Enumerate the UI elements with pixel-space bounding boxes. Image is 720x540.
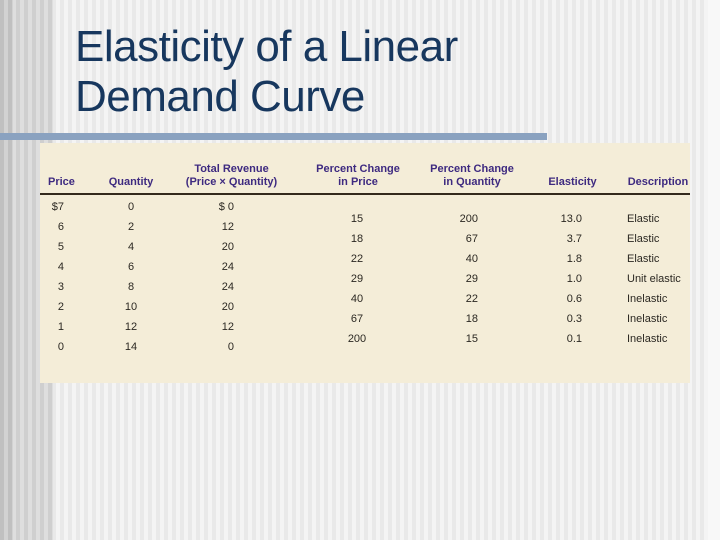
- cell-revenue: $ 0: [218, 201, 234, 213]
- col-header-price: Price: [48, 176, 75, 188]
- cell-price: 2: [57, 301, 64, 313]
- cell-quantity: 8: [127, 281, 135, 293]
- col-header-pct-change-quantity: Percent Change in Quantity: [430, 163, 514, 188]
- cell-pct-quantity: 18: [465, 313, 478, 325]
- cell-elasticity: 1.8: [566, 253, 582, 265]
- cell-description: Elastic: [627, 213, 660, 225]
- col-header-description: Description: [627, 176, 689, 188]
- cell-quantity: 6: [127, 261, 135, 273]
- cell-pct-price: 200: [347, 333, 367, 345]
- table-body: $7 0 $ 0 6 2 12 5 4 20 4 6 24 3 8 24 2 1…: [40, 195, 690, 381]
- cell-pct-quantity: 22: [465, 293, 478, 305]
- col-header-total-revenue: Total Revenue (Price × Quantity): [185, 163, 278, 188]
- cell-pct-price: 22: [350, 253, 364, 265]
- cell-pct-quantity: 40: [465, 253, 478, 265]
- cell-pct-price: 67: [350, 313, 364, 325]
- cell-description: Inelastic: [627, 313, 668, 325]
- table-main-grid: $7 0 $ 0 6 2 12 5 4 20 4 6 24 3 8 24 2 1…: [40, 197, 270, 357]
- table-interval-grid: 15 200 13.0 Elastic 18 67 3.7 Elastic 22…: [270, 209, 690, 349]
- cell-price: 0: [57, 341, 64, 353]
- cell-description: Elastic: [627, 233, 660, 245]
- cell-pct-price: 18: [350, 233, 364, 245]
- cell-price: $7: [51, 201, 64, 213]
- elasticity-table: Price Quantity Total Revenue (Price × Qua…: [40, 143, 690, 383]
- cell-pct-price: 29: [350, 273, 364, 285]
- cell-pct-quantity: 15: [465, 333, 478, 345]
- cell-price: 3: [57, 281, 64, 293]
- cell-elasticity: 0.6: [566, 293, 582, 305]
- cell-pct-quantity: 200: [459, 213, 478, 225]
- col-header-elasticity: Elasticity: [548, 176, 597, 188]
- cell-description: Inelastic: [627, 293, 668, 305]
- cell-quantity: 12: [124, 321, 138, 333]
- cell-quantity: 2: [127, 221, 135, 233]
- cell-pct-quantity: 67: [465, 233, 478, 245]
- title-line-1: Elasticity of a Linear: [75, 22, 458, 71]
- left-edge-stripe: [0, 0, 13, 540]
- cell-quantity: 4: [127, 241, 135, 253]
- cell-pct-price: 40: [350, 293, 364, 305]
- cell-elasticity: 3.7: [566, 233, 582, 245]
- cell-elasticity: 13.0: [560, 213, 582, 225]
- cell-description: Inelastic: [627, 333, 668, 345]
- slide-title: Elasticity of a Linear Demand Curve: [75, 22, 458, 122]
- cell-price: 4: [57, 261, 64, 273]
- cell-pct-price: 15: [350, 213, 364, 225]
- right-edge-band: [708, 0, 720, 540]
- cell-elasticity: 0.1: [566, 333, 582, 345]
- cell-price: 5: [57, 241, 64, 253]
- cell-elasticity: 1.0: [566, 273, 582, 285]
- cell-revenue: 24: [221, 261, 234, 273]
- col-header-pct-change-price: Percent Change in Price: [316, 163, 400, 188]
- cell-price: 1: [57, 321, 64, 333]
- cell-revenue: 12: [221, 321, 234, 333]
- cell-elasticity: 0.3: [566, 313, 582, 325]
- cell-description: Elastic: [627, 253, 660, 265]
- cell-quantity: 0: [127, 201, 135, 213]
- cell-pct-quantity: 29: [465, 273, 478, 285]
- cell-revenue: 24: [221, 281, 234, 293]
- cell-revenue: 20: [221, 301, 234, 313]
- cell-price: 6: [57, 221, 64, 233]
- title-line-2: Demand Curve: [75, 72, 365, 121]
- col-header-quantity: Quantity: [108, 176, 154, 188]
- title-underline-rule: [0, 133, 547, 140]
- cell-description: Unit elastic: [627, 273, 681, 285]
- cell-quantity: 14: [124, 341, 138, 353]
- table-header-row: Price Quantity Total Revenue (Price × Qua…: [40, 143, 690, 195]
- cell-quantity: 10: [124, 301, 138, 313]
- cell-revenue: 0: [227, 341, 234, 353]
- cell-revenue: 20: [221, 241, 234, 253]
- cell-revenue: 12: [221, 221, 234, 233]
